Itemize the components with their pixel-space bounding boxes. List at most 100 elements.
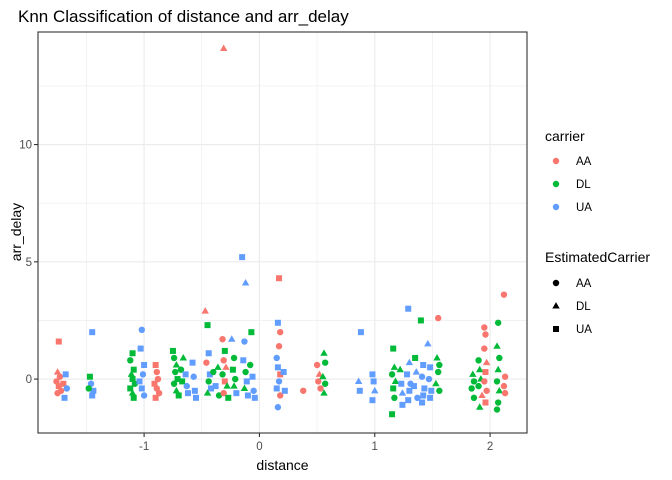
data-point (249, 373, 256, 380)
data-point (137, 345, 144, 352)
data-point (170, 380, 178, 387)
data-point (232, 375, 239, 383)
x-tick-label: 2 (487, 441, 493, 453)
data-point (174, 376, 181, 383)
data-point (248, 329, 255, 336)
data-point (371, 386, 379, 394)
shape-legend: EstimatedCarrier AA DL UA (545, 249, 650, 336)
data-point (391, 377, 400, 384)
data-point (221, 378, 228, 385)
data-point (494, 365, 502, 373)
color-legend-title: carrier (545, 128, 585, 144)
data-point (273, 354, 280, 362)
data-point (54, 389, 61, 397)
y-axis-ticks: 0 5 10 (19, 140, 38, 386)
data-point (494, 399, 502, 406)
data-point (470, 394, 478, 402)
data-point (274, 319, 281, 326)
data-point (139, 371, 147, 378)
data-point (172, 361, 181, 368)
data-point (172, 386, 181, 394)
data-point (410, 383, 417, 390)
data-point (172, 368, 179, 376)
data-point (169, 347, 176, 354)
data-point (482, 358, 491, 366)
data-point (241, 338, 248, 345)
data-point (405, 305, 412, 312)
data-point (432, 379, 440, 387)
shape-legend-title: EstimatedCarrier (545, 249, 650, 265)
data-point (275, 378, 283, 385)
data-point (495, 386, 504, 394)
grid-lines (38, 32, 527, 433)
data-point (56, 373, 64, 380)
data-point (420, 361, 427, 368)
data-point (191, 387, 198, 394)
data-point (420, 392, 427, 399)
data-point (141, 361, 148, 368)
data-point (62, 371, 69, 378)
color-legend: carrier AA DL UA (545, 128, 592, 214)
data-point (61, 394, 68, 401)
data-point (85, 385, 92, 392)
data-point (406, 387, 413, 394)
data-point (273, 385, 280, 392)
data-point (494, 319, 502, 326)
data-point (242, 368, 249, 376)
data-point (229, 366, 236, 373)
data-point (391, 394, 398, 402)
data-point (63, 385, 71, 392)
data-point (247, 361, 254, 369)
chart-title: Knn Classification of distance and arr_d… (18, 7, 349, 26)
data-point (223, 382, 231, 389)
data-point (127, 370, 136, 377)
data-point (207, 385, 214, 392)
data-point (414, 394, 421, 402)
data-point (369, 371, 376, 378)
data-point (390, 385, 397, 392)
plot-border (37, 31, 528, 434)
data-point (321, 359, 329, 366)
data-point (221, 347, 228, 354)
data-point (405, 397, 412, 404)
plot-panel (38, 32, 527, 433)
data-point (225, 394, 232, 401)
data-point (276, 392, 284, 399)
data-point (417, 317, 424, 324)
data-point (469, 370, 477, 377)
x-tick-label: 1 (372, 441, 378, 453)
data-point (183, 382, 190, 390)
data-point (219, 44, 228, 51)
data-point (138, 326, 145, 334)
data-point (389, 411, 396, 418)
data-point (230, 382, 238, 389)
data-point (179, 378, 186, 385)
data-point (436, 361, 443, 369)
data-point (315, 378, 322, 385)
x-tick-label: -1 (139, 441, 149, 453)
data-point (319, 372, 327, 380)
shape-legend-label: AA (576, 278, 592, 290)
data-points (53, 44, 509, 418)
data-point (89, 392, 96, 399)
data-point (214, 363, 222, 370)
data-point (369, 397, 376, 404)
data-point (190, 373, 197, 380)
data-point (219, 335, 226, 343)
data-point (280, 369, 287, 376)
y-tick-label: 10 (19, 140, 32, 152)
data-point (436, 387, 443, 394)
color-legend-label: AA (576, 156, 592, 168)
data-point (500, 291, 508, 298)
data-point (206, 371, 213, 378)
data-point (170, 354, 178, 362)
data-point (482, 369, 489, 376)
data-point (313, 361, 321, 369)
y-tick-label: 0 (26, 374, 32, 386)
data-point (275, 343, 283, 350)
data-point (230, 354, 238, 362)
data-point (468, 385, 475, 392)
data-point (152, 394, 159, 401)
data-point (404, 371, 411, 378)
